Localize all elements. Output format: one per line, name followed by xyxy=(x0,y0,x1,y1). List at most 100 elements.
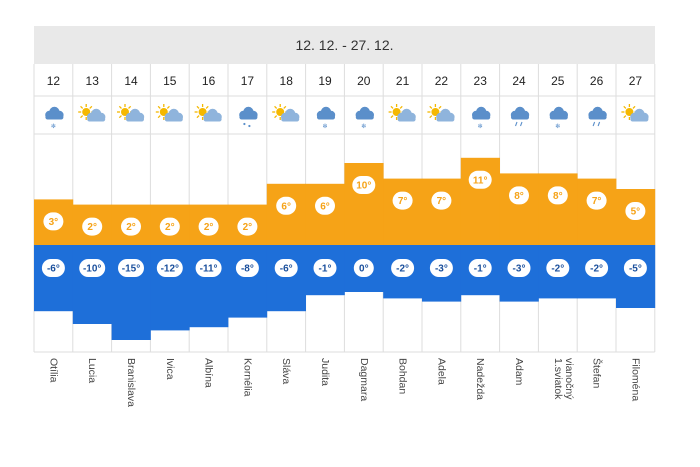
min-temp-label: -6° xyxy=(274,259,298,277)
min-temp-label: -2° xyxy=(546,259,570,277)
cloud-snow-icon: ✻ xyxy=(472,106,491,130)
svg-text:8°: 8° xyxy=(553,191,563,202)
name-day-label: Filoména xyxy=(629,358,641,401)
svg-text:-6°: -6° xyxy=(280,264,293,275)
svg-text:-2°: -2° xyxy=(590,264,603,275)
max-temp-label: 10° xyxy=(352,176,376,194)
svg-text:2°: 2° xyxy=(204,222,214,233)
svg-text:6°: 6° xyxy=(281,201,291,212)
svg-text:-3°: -3° xyxy=(435,264,448,275)
min-temp-label: -1° xyxy=(468,259,492,277)
max-temp-label: 2° xyxy=(159,217,180,236)
svg-text:2°: 2° xyxy=(87,222,97,233)
name-day-label: Nadežda xyxy=(474,358,486,400)
svg-text:5°: 5° xyxy=(631,207,641,218)
sun-cloud-icon xyxy=(621,104,649,122)
name-day-label: Adela xyxy=(435,358,447,385)
day-number: 18 xyxy=(280,74,294,88)
max-temp-label: 8° xyxy=(547,186,568,205)
day-number: 19 xyxy=(318,74,332,88)
max-temp-label: 5° xyxy=(625,202,646,220)
svg-text:8°: 8° xyxy=(514,191,524,202)
svg-text:7°: 7° xyxy=(398,196,408,207)
max-temp-label: 7° xyxy=(431,191,452,210)
min-temp-label: -1° xyxy=(313,259,337,277)
svg-text:✻: ✻ xyxy=(555,123,560,130)
cloud-rain-icon xyxy=(588,106,607,127)
max-temp-label: 2° xyxy=(121,217,141,236)
max-temp-label: 6° xyxy=(276,196,297,215)
svg-text:-5°: -5° xyxy=(629,264,642,275)
svg-text:✻: ✻ xyxy=(478,123,483,130)
name-day-label: Štefan xyxy=(591,358,604,389)
day-number: 26 xyxy=(590,74,604,88)
name-day-label: vianočný xyxy=(563,358,575,400)
max-temp-label: 7° xyxy=(392,191,413,210)
max-temp-bar xyxy=(383,178,423,245)
svg-text:2°: 2° xyxy=(165,222,175,233)
min-temp-label: -2° xyxy=(585,259,609,277)
min-temp-label: -3° xyxy=(429,259,453,277)
name-day-label: Sláva xyxy=(280,358,292,384)
day-number: 17 xyxy=(241,74,255,88)
min-temp-label: -2° xyxy=(391,259,415,277)
cloud-snow-icon: ✻ xyxy=(355,106,374,130)
min-temp-bar xyxy=(72,245,112,324)
svg-text:-15°: -15° xyxy=(122,264,140,275)
svg-text:-12°: -12° xyxy=(161,264,179,275)
cloud-snow-icon: ✻ xyxy=(316,106,336,130)
name-day-label: Adam xyxy=(513,358,525,386)
date-range-label: 12. 12. - 27. 12. xyxy=(295,37,393,53)
day-numbers: 12 13 14 15 16 17 18 19 20 21 22 23 24 25 26 27 xyxy=(47,74,643,88)
day-number: 20 xyxy=(357,74,371,88)
svg-text:10°: 10° xyxy=(356,181,371,192)
max-temp-label: 2° xyxy=(198,217,219,236)
min-temp-label: -15° xyxy=(118,259,144,277)
sun-cloud-icon xyxy=(117,104,145,122)
svg-text:✻: ✻ xyxy=(322,123,327,130)
svg-text:6°: 6° xyxy=(320,201,330,212)
min-temp-bar xyxy=(189,245,229,328)
max-temp-bar xyxy=(538,173,578,245)
day-number: 24 xyxy=(512,74,526,88)
day-number: 14 xyxy=(124,74,138,88)
svg-text:-1°: -1° xyxy=(319,264,332,275)
max-temp-label: 6° xyxy=(315,196,335,215)
min-temp-label: -11° xyxy=(195,259,222,277)
svg-text:2°: 2° xyxy=(243,222,253,233)
min-temp-label: -8° xyxy=(235,259,259,277)
svg-text:0°: 0° xyxy=(359,264,369,275)
name-day-labels: Otília Lucia Branislava Ivica Albína Kornélia… xyxy=(47,358,641,407)
svg-text:2°: 2° xyxy=(126,222,136,233)
svg-text:11°: 11° xyxy=(473,175,488,186)
min-temp-bar xyxy=(228,245,268,318)
max-temp-label: 11° xyxy=(468,170,492,189)
name-day-label: Bohdan xyxy=(397,358,409,394)
weather-icons: ✻ ✻ ✻ ✻ ✻ xyxy=(45,104,649,130)
day-number: 23 xyxy=(474,74,488,88)
name-day-label: Branislava xyxy=(125,358,137,407)
name-day-label: Judita xyxy=(319,358,331,386)
temperature-labels: 3° -6° 2° -10° 2° -15° 2° -12° 2° -11° 2° -8° 6° -6° 6… xyxy=(41,170,647,277)
day-number: 15 xyxy=(163,74,177,88)
svg-text:-6°: -6° xyxy=(47,264,60,275)
svg-text:-10°: -10° xyxy=(83,264,101,275)
max-temp-label: 7° xyxy=(586,191,607,210)
min-temp-label: -6° xyxy=(41,259,65,277)
svg-text:-2°: -2° xyxy=(396,264,409,275)
name-day-label: Dagmara xyxy=(358,358,370,401)
min-temp-bar xyxy=(150,245,190,331)
max-temp-bar xyxy=(344,163,384,245)
sun-cloud-icon xyxy=(388,104,416,122)
name-day-label: Kornélia xyxy=(241,358,253,397)
min-temp-label: -12° xyxy=(156,259,183,277)
min-temp-label: -5° xyxy=(623,259,647,277)
name-day-label: Otília xyxy=(47,358,59,383)
max-temp-label: 2° xyxy=(237,217,258,236)
name-day-label: Albína xyxy=(203,358,215,388)
day-number: 22 xyxy=(435,74,449,88)
sun-cloud-icon xyxy=(194,104,222,122)
svg-text:7°: 7° xyxy=(437,196,447,207)
day-number: 12 xyxy=(47,74,61,88)
